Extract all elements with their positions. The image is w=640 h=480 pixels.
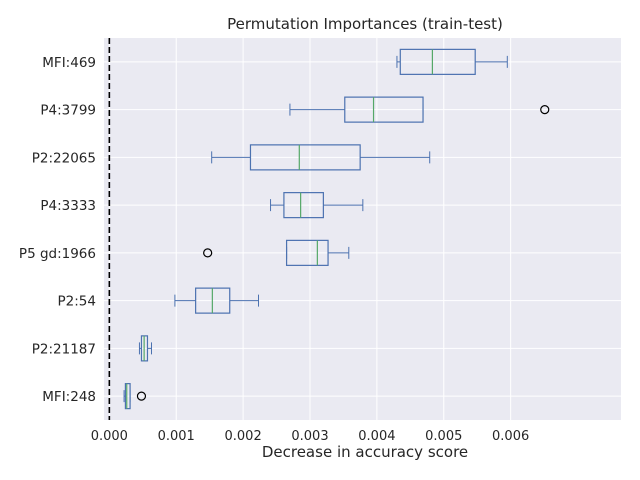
- x-tick-label-0: 0.000: [91, 429, 128, 444]
- iqr-box-3: [283, 192, 324, 219]
- box-5: [174, 287, 259, 314]
- iqr-box-1: [344, 96, 424, 123]
- y-tick-label-5: P2:54: [58, 294, 96, 310]
- x-tick-labels: 0.000 0.001 0.002 0.003 0.004 0.005 0.006: [91, 429, 530, 444]
- outlier-point-7-0: [136, 391, 147, 401]
- box-6: [138, 335, 152, 362]
- box-4: [203, 239, 350, 266]
- y-tick-label-7: MFI:248: [42, 389, 96, 405]
- outlier-point-1-0: [540, 105, 550, 115]
- iqr-box-2: [249, 144, 361, 171]
- plot-background: [104, 38, 621, 420]
- y-tick-label-4: P5 gd:1966: [19, 246, 96, 262]
- box-0: [396, 48, 508, 75]
- y-tick-labels: MFI:469 P4:3799 P2:22065 P4:3333 P5 gd:1966 P…: [19, 55, 96, 405]
- box-1: [289, 96, 550, 123]
- chart-title: Permutation Importances (train-test): [227, 15, 503, 33]
- y-tick-label-6: P2:21187: [32, 341, 96, 357]
- x-tick-label-6: 0.006: [492, 429, 529, 444]
- x-axis-label: Decrease in accuracy score: [262, 443, 468, 461]
- box-3: [270, 192, 364, 219]
- iqr-box-4: [285, 239, 329, 266]
- y-tick-label-1: P4:3799: [40, 103, 96, 119]
- x-tick-label-4: 0.004: [358, 429, 395, 444]
- outlier-point-4-0: [203, 248, 213, 258]
- iqr-box-0: [399, 48, 476, 75]
- y-tick-label-2: P2:22065: [32, 150, 96, 166]
- box-7: [123, 383, 147, 410]
- x-tick-label-5: 0.005: [425, 429, 462, 444]
- x-tick-label-1: 0.001: [158, 429, 195, 444]
- iqr-box-7: [124, 383, 131, 410]
- grid-lines: [104, 38, 621, 420]
- x-tick-label-2: 0.002: [225, 429, 262, 444]
- y-tick-label-3: P4:3333: [40, 198, 96, 214]
- box-2: [211, 144, 431, 171]
- y-tick-label-0: MFI:469: [42, 55, 96, 71]
- x-tick-label-3: 0.003: [291, 429, 328, 444]
- box-layer: [123, 48, 550, 410]
